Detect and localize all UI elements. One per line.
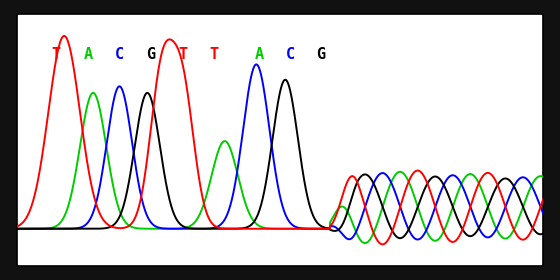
Text: C: C	[286, 47, 295, 62]
Text: A: A	[83, 47, 92, 62]
Text: G: G	[147, 47, 156, 62]
Text: T: T	[209, 47, 219, 62]
Text: A: A	[254, 47, 264, 62]
Text: G: G	[316, 47, 325, 62]
Text: T: T	[52, 47, 61, 62]
Text: T: T	[178, 47, 187, 62]
Text: C: C	[115, 47, 124, 62]
